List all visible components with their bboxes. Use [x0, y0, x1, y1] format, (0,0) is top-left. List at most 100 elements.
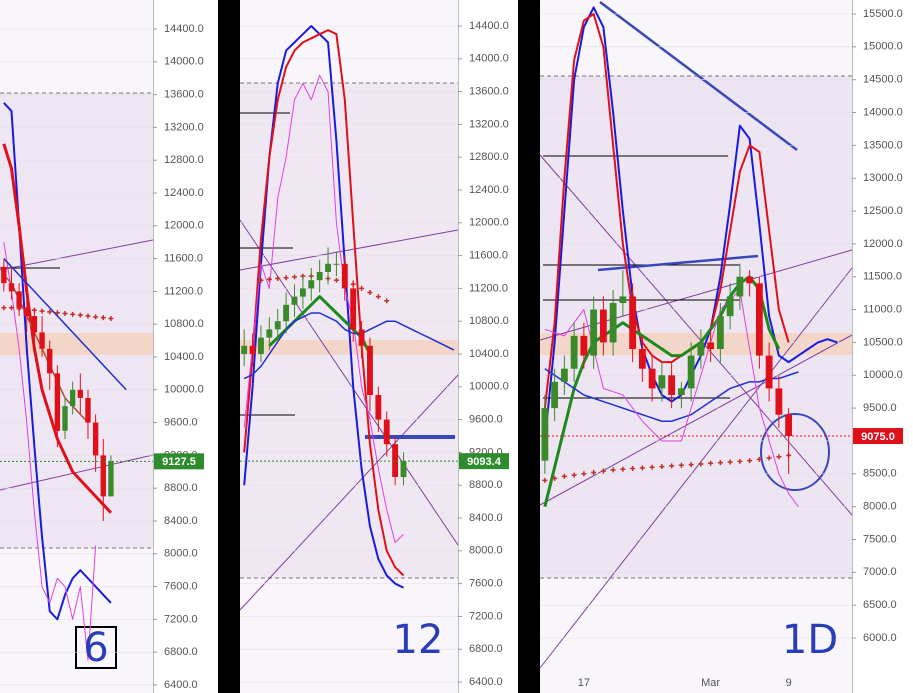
last-price-box	[154, 453, 204, 470]
candle-body	[619, 296, 627, 304]
y-tick-label: 10400.0	[164, 351, 204, 363]
candle-body	[560, 368, 568, 382]
sar-marker	[659, 464, 665, 470]
trendline	[239, 374, 459, 611]
sar-marker	[47, 309, 53, 315]
candle-body	[392, 444, 399, 478]
axis-1-bg	[153, 0, 218, 693]
y-tick-label: 11500.0	[863, 271, 902, 283]
candle-body	[785, 414, 793, 437]
indicator-line	[243, 29, 405, 577]
y-tick-label: 12800.0	[469, 151, 509, 163]
candle-body	[47, 348, 53, 374]
candle-body	[648, 368, 656, 389]
last-price-label: 9127.5	[162, 456, 196, 468]
candle-body	[54, 373, 61, 431]
candle-body	[375, 395, 382, 420]
y-tick-label: 13200.0	[469, 118, 509, 130]
candle-body	[400, 461, 407, 478]
candle-body	[16, 291, 22, 308]
y-tick-label: 13600.0	[469, 86, 509, 98]
y-tick-label: 12800.0	[164, 154, 204, 166]
sar-marker	[581, 471, 587, 477]
y-tick-label: 7000.0	[863, 566, 897, 578]
trendline	[539, 154, 853, 516]
candle-body	[726, 296, 734, 317]
labels: 6400.0 6800.0 7200.0 7600.0 8000.0 8400.0 8800…	[83, 8, 903, 691]
y-tick-label: 10800.0	[469, 315, 509, 327]
y-tick-label: 15000.0	[863, 41, 903, 53]
handwritten-label: 1D	[782, 617, 838, 663]
sar-marker	[108, 315, 114, 321]
candle-body	[358, 329, 365, 346]
y-tick-label: 11600.0	[164, 253, 203, 265]
candle-body	[8, 283, 15, 292]
sar-marker	[747, 458, 753, 464]
indicator-line	[243, 74, 404, 544]
handwritten-label: 6	[83, 625, 108, 671]
y-tick-label: 11200.0	[164, 285, 203, 297]
candle-body	[570, 335, 578, 369]
candle-body	[308, 280, 315, 289]
sar-marker	[561, 473, 567, 479]
y-tick-label: 12500.0	[863, 205, 903, 217]
candle-body	[249, 345, 256, 355]
y-tick-label: 12400.0	[164, 187, 204, 199]
levels	[0, 75, 852, 579]
y-tick-label: 14000.0	[164, 56, 204, 68]
y-tick-label: 6800.0	[164, 646, 198, 658]
y-tick-label: 14000.0	[863, 106, 903, 118]
candle-body	[638, 348, 646, 369]
candle-body	[283, 304, 290, 322]
y-tick-label: 11000.0	[863, 303, 902, 315]
last-price-label: 9075.0	[861, 431, 895, 443]
candle-body	[658, 375, 666, 389]
hand-circle	[760, 413, 830, 491]
y-tick-label: 7500.0	[863, 533, 897, 545]
candle-body	[77, 389, 84, 398]
sar-marker	[39, 308, 45, 314]
sar-marker	[727, 459, 733, 465]
y-tick-label: 7600.0	[164, 580, 198, 592]
candle-body	[241, 345, 248, 355]
hand-line	[597, 254, 759, 272]
panel-1-zone	[0, 93, 153, 548]
candle-body	[274, 321, 281, 330]
candle-body	[687, 355, 695, 389]
candle-body	[39, 332, 45, 349]
sar-marker	[367, 290, 373, 296]
sar-marker	[591, 469, 597, 475]
y-tick-label: 8400.0	[164, 515, 198, 527]
y-tick-label: 10800.0	[164, 318, 204, 330]
sar-marker	[77, 312, 83, 318]
candle-body	[108, 461, 114, 497]
indicator-line	[543, 12, 790, 409]
x-tick-label: 17	[578, 677, 590, 689]
sar-marker	[375, 294, 381, 300]
indicator-line	[243, 312, 455, 380]
trendline	[539, 334, 853, 506]
sar-marker	[776, 454, 782, 460]
candle-body	[697, 342, 705, 356]
y-tick-label: 13000.0	[863, 172, 903, 184]
y-tick-label: 7200.0	[164, 613, 198, 625]
candle-body	[316, 272, 323, 281]
sar-marker	[571, 472, 577, 478]
y-tick-label: 10400.0	[469, 348, 509, 360]
y-tick-label: 14400.0	[164, 23, 204, 35]
sar-marker	[266, 276, 272, 282]
candle-body	[92, 422, 99, 456]
y-tick-label: 12000.0	[863, 238, 903, 250]
sar-marker	[70, 311, 76, 317]
y-tick-label: 12400.0	[469, 184, 509, 196]
panel-1-band	[0, 333, 153, 355]
sar-marker	[708, 460, 714, 466]
sar-marker	[100, 315, 106, 321]
sar-marker	[62, 311, 68, 317]
candle-body	[383, 419, 390, 445]
trendline	[239, 229, 459, 271]
y-tick-label: 8400.0	[469, 512, 503, 524]
indicator-line	[3, 258, 127, 391]
panel-2-band	[240, 340, 458, 355]
candle-body	[62, 406, 68, 431]
